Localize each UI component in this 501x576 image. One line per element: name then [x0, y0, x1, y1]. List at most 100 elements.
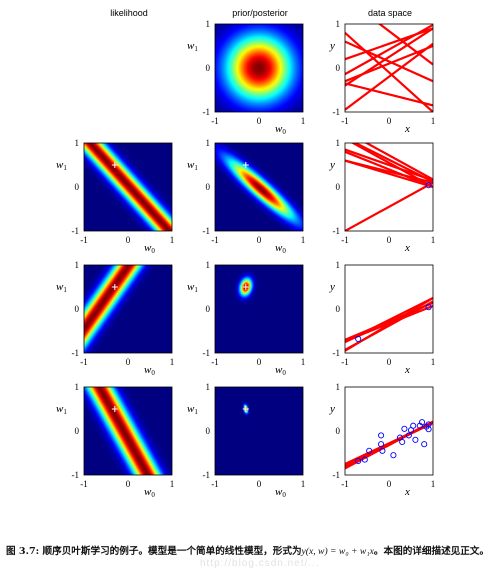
w1-axis-label: w1	[56, 159, 67, 172]
true-parameter-marker	[242, 406, 249, 412]
posterior-1-heatmap	[215, 143, 303, 231]
w0-axis-label: w0	[275, 364, 286, 377]
posterior-1-frame	[214, 142, 304, 232]
y-tick-label: 1	[336, 138, 341, 148]
w1-axis-label: w1	[56, 403, 67, 416]
column-title-prior-posterior: prior/posterior	[232, 8, 288, 18]
data-point	[366, 447, 373, 454]
true-parameter-marker	[111, 284, 118, 290]
sample-line	[345, 420, 433, 470]
y-tick-label: -1	[333, 107, 341, 117]
w1-axis-label-subscript: 1	[194, 408, 198, 416]
likelihood-panel: 1 0 -1-1 0 1 w0 w1	[56, 138, 174, 255]
y-tick-label: 1	[75, 138, 80, 148]
x-tick-label: 1	[431, 235, 436, 245]
w1-axis-label-subscript: 1	[63, 408, 67, 416]
y-tick-label: 0	[336, 182, 341, 192]
w0-axis-label: w0	[144, 486, 155, 499]
data-point	[421, 441, 428, 448]
x-tick-label: 1	[170, 235, 175, 245]
data-point	[361, 456, 368, 463]
y-tick-label: -1	[72, 470, 80, 480]
y-tick-label: 0	[206, 426, 211, 436]
posterior-0-heatmap	[215, 24, 303, 112]
posterior-2-heatmap	[215, 265, 303, 353]
true-parameter-marker	[242, 162, 249, 168]
y-tick-label: 1	[206, 382, 211, 392]
column-title-data-space: data space	[368, 8, 412, 18]
y-tick-label: 0	[75, 426, 80, 436]
y-tick-label: -1	[72, 226, 80, 236]
w1-axis-label: w1	[187, 281, 198, 294]
data-point	[405, 432, 412, 439]
w1-axis-label-subscript: 1	[194, 45, 198, 53]
y-tick-label: 1	[336, 260, 341, 270]
y-tick-label: -1	[203, 226, 211, 236]
x-tick-label: -1	[211, 235, 219, 245]
likelihood-1-heatmap	[84, 143, 172, 231]
likelihood-panel: 1 0 -1-1 0 1 w0 w1	[56, 260, 174, 377]
y-tick-label: 0	[206, 63, 211, 73]
x-tick-label: 0	[257, 357, 262, 367]
w0-axis-label-subscript: 0	[151, 369, 155, 377]
x-tick-label: 1	[301, 235, 306, 245]
y-tick-label: 0	[336, 426, 341, 436]
true-parameter-marker	[111, 406, 118, 412]
data-point	[355, 457, 362, 464]
y-tick-label: 0	[336, 63, 341, 73]
x-tick-label: -1	[80, 235, 88, 245]
likelihood-2-heatmap	[84, 265, 172, 353]
y-tick-label: 1	[336, 382, 341, 392]
data-space-frame	[344, 386, 434, 476]
w0-axis-label-subscript: 0	[282, 128, 286, 136]
y-tick-label: 1	[75, 260, 80, 270]
sample-line	[345, 40, 433, 83]
sample-line	[345, 159, 433, 189]
w0-axis-label-subscript: 0	[282, 491, 286, 499]
sample-line	[345, 301, 433, 341]
x-tick-label: 0	[126, 235, 131, 245]
y-tick-label: -1	[333, 226, 341, 236]
x-tick-label: 1	[301, 479, 306, 489]
true-parameter-marker	[242, 284, 249, 290]
posterior-panel: 1 0 -1-1 0 1 w0 w1	[187, 260, 305, 377]
data-point	[355, 335, 362, 342]
sample-lines	[345, 143, 433, 231]
w1-axis-label: w1	[187, 40, 198, 53]
w0-axis-label: w0	[275, 123, 286, 136]
posterior-panel: 1 0 -1-1 0 1 w0 w1	[187, 138, 305, 255]
x-axis-label: x	[404, 123, 410, 135]
w0-axis-label: w0	[275, 486, 286, 499]
x-axis-label: x	[404, 486, 410, 498]
sample-line	[345, 150, 433, 189]
sample-line	[345, 27, 433, 61]
y-tick-label: 1	[206, 260, 211, 270]
x-tick-label: 1	[170, 479, 175, 489]
y-tick-label: -1	[333, 348, 341, 358]
x-tick-label: -1	[211, 116, 219, 126]
data-space-panel: 1 0 -1-1 0 1 x y	[329, 382, 435, 498]
x-tick-label: 1	[170, 357, 175, 367]
data-space-frame	[344, 264, 434, 354]
y-axis-label: y	[329, 403, 335, 415]
x-tick-label: 1	[431, 116, 436, 126]
y-tick-label: -1	[203, 107, 211, 117]
y-axis-label: y	[329, 159, 335, 171]
w0-axis-label-subscript: 0	[151, 491, 155, 499]
x-tick-label: 1	[431, 479, 436, 489]
x-tick-label: 0	[126, 357, 131, 367]
data-space-panel: 1 0 -1-1 0 1 x y	[329, 260, 435, 376]
w1-axis-label-subscript: 1	[63, 286, 67, 294]
data-space-panel: 1 0 -1-1 0 1 x y	[329, 19, 436, 135]
sample-line	[345, 27, 433, 87]
w0-axis-label: w0	[144, 242, 155, 255]
likelihood-panel: 1 0 -1-1 0 1 w0 w1	[56, 382, 174, 499]
x-tick-label: 1	[431, 357, 436, 367]
likelihood-3-frame	[83, 386, 173, 476]
y-tick-label: -1	[72, 348, 80, 358]
data-point	[378, 441, 385, 448]
